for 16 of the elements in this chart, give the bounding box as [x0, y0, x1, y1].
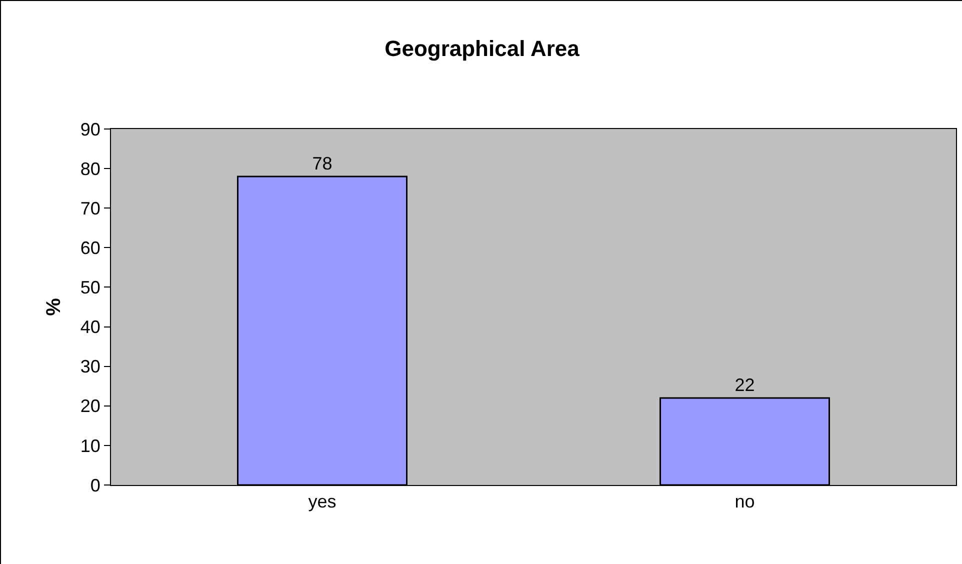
y-axis-title: % [42, 298, 65, 316]
y-tick-label: 90 [80, 119, 100, 140]
data-label: 22 [734, 374, 755, 395]
y-tick-label: 80 [80, 158, 100, 179]
y-tick-label: 70 [80, 198, 100, 218]
y-tick-label: 50 [80, 278, 100, 298]
data-label: 78 [312, 153, 332, 174]
y-tick-label: 20 [80, 396, 100, 416]
y-tick-label: 30 [80, 356, 100, 377]
x-tick-label: no [734, 492, 755, 512]
y-tick-label: 40 [80, 317, 100, 338]
y-tick-label: 60 [80, 238, 100, 258]
y-tick-label: 10 [80, 436, 100, 456]
y-tick-label: 0 [90, 475, 100, 496]
x-tick-label: yes [308, 492, 336, 512]
chart-title: Geographical Area [384, 36, 580, 61]
